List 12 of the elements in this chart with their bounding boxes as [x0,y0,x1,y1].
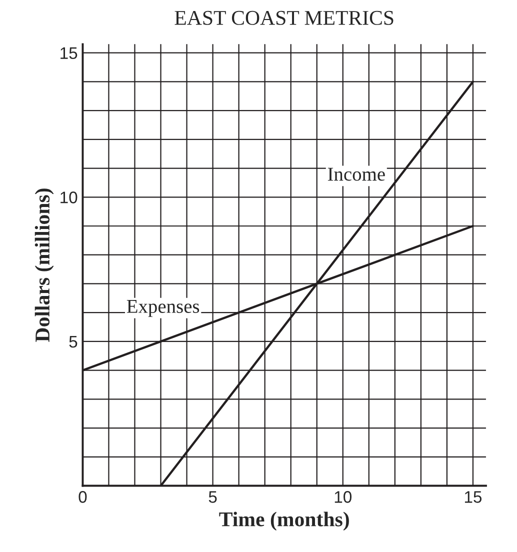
x-tick-label: 0 [78,491,87,503]
series-label: Income [328,168,385,181]
y-axis-title: Dollars (millions) [34,188,54,342]
x-axis-title: Time (months) [219,512,349,531]
y-tick-label: 10 [60,192,78,204]
x-tick-label: 5 [208,491,217,503]
y-tick-label: 5 [69,336,78,348]
y-tick-label: 15 [60,47,78,60]
series-label: Expenses [126,300,200,317]
chart-title: EAST COAST METRICS [174,10,394,25]
x-tick-label: 15 [464,491,482,503]
x-tick-label: 10 [334,491,352,503]
